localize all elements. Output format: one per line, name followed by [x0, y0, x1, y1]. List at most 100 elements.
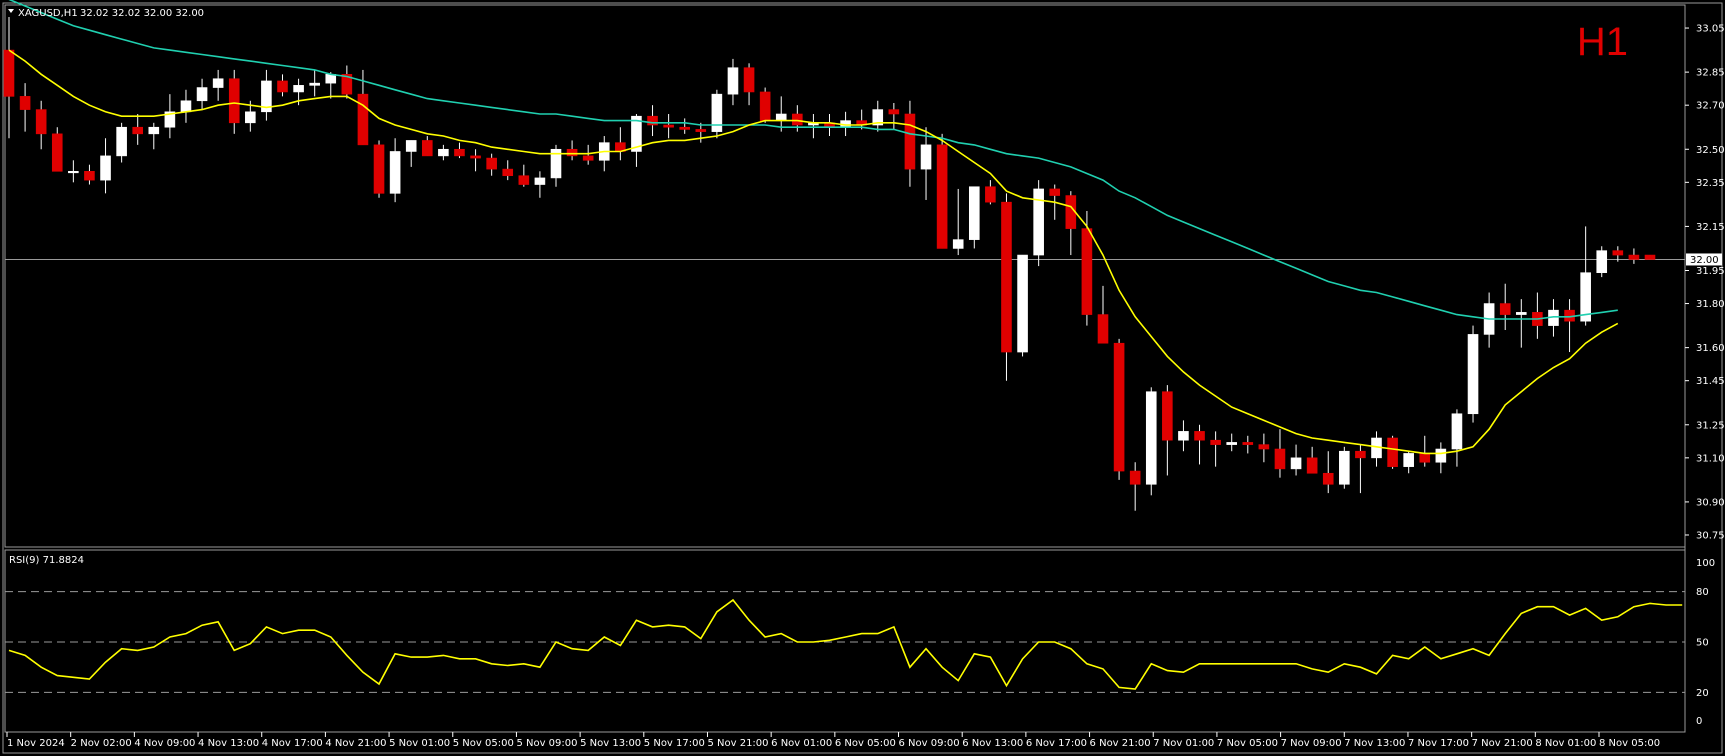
time-tick-label: 7 Nov 09:00 — [1281, 738, 1342, 749]
candle-bull — [727, 67, 739, 95]
candle-bull — [68, 171, 79, 174]
price-tick-label: 31.45 — [1696, 376, 1725, 387]
rsi-tick-label: 50 — [1696, 638, 1709, 649]
candle-bull — [968, 186, 980, 240]
candle-bull — [1290, 457, 1302, 470]
price-axis: 33.05 32.85 32.70 32.50 32.35 32.15 31.95 31.80… — [1685, 24, 1725, 541]
candle-bull — [711, 93, 723, 132]
candle-bear — [518, 175, 530, 185]
rsi-tick-label: 0 — [1696, 716, 1702, 727]
symbol-label: XAGUSD,H1 — [18, 8, 78, 19]
rsi-plot — [5, 591, 1685, 693]
price-tick-label: 33.05 — [1696, 24, 1725, 35]
time-tick-label: 7 Nov 01:00 — [1153, 738, 1214, 749]
candle-bear — [1210, 439, 1221, 445]
timeframe-label: H1 — [1577, 20, 1628, 64]
candle-bear — [1049, 188, 1061, 196]
candle-bear — [1001, 201, 1012, 353]
rsi-line — [8, 598, 1683, 690]
candle-bear — [454, 148, 465, 157]
candle-bear — [888, 109, 900, 115]
candle-bear — [470, 155, 481, 159]
candle-bull — [631, 115, 642, 152]
candle-bull — [405, 140, 417, 152]
candle-bear — [84, 171, 95, 181]
candle-bear — [1274, 448, 1286, 470]
candle-bear — [1306, 457, 1318, 474]
time-tick-label: 4 Nov 13:00 — [198, 738, 259, 749]
price-tick-label: 32.70 — [1696, 101, 1725, 112]
candle-bear — [277, 80, 288, 93]
time-tick-label: 7 Nov 21:00 — [1472, 738, 1533, 749]
chart-menu-triangle-icon[interactable] — [8, 9, 14, 13]
candle-bear — [582, 155, 594, 161]
candle-bear — [1129, 470, 1141, 485]
candle-bull — [164, 111, 176, 128]
candle-bull — [1145, 391, 1157, 485]
candle-bear — [1387, 437, 1398, 467]
candle-bear — [1628, 254, 1640, 260]
candle-bear — [132, 126, 144, 135]
candle-bull — [1467, 334, 1479, 415]
candle-bull — [1226, 442, 1238, 445]
candle-bull — [196, 87, 208, 102]
price-plot — [3, 0, 1685, 511]
candle-bear — [1322, 472, 1334, 485]
candle-bear — [3, 49, 15, 97]
candle-bear — [1194, 431, 1205, 441]
candle-bear — [373, 144, 385, 194]
time-tick-label: 6 Nov 17:00 — [1026, 738, 1087, 749]
time-tick-label: 6 Nov 13:00 — [962, 738, 1023, 749]
candle-bear — [663, 124, 674, 128]
time-tick-label: 2 Nov 02:00 — [71, 738, 132, 749]
candle-bear — [1499, 303, 1511, 315]
time-tick-label: 7 Nov 05:00 — [1217, 738, 1278, 749]
candle-bull — [293, 85, 304, 93]
time-tick-label: 5 Nov 09:00 — [516, 738, 577, 749]
candle-bear — [936, 144, 948, 249]
time-tick-label: 8 Nov 05:00 — [1599, 738, 1660, 749]
candle-bear — [51, 133, 63, 172]
time-tick-label: 6 Nov 09:00 — [899, 738, 960, 749]
candle-bull — [1451, 413, 1463, 450]
ma-slow-line — [8, 0, 1618, 320]
price-tick-label: 32.15 — [1696, 222, 1725, 233]
time-tick-label: 5 Nov 17:00 — [644, 738, 705, 749]
price-tick-label: 31.80 — [1696, 299, 1725, 310]
time-tick-label: 4 Nov 09:00 — [134, 738, 195, 749]
price-tick-label: 30.90 — [1696, 497, 1725, 508]
candle-bull — [1339, 450, 1350, 485]
price-tick-label: 32.50 — [1696, 145, 1725, 156]
candle-bull — [1033, 188, 1044, 256]
candle-bull — [438, 148, 449, 157]
price-tick-label: 32.85 — [1696, 68, 1725, 79]
rsi-tick-label: 80 — [1696, 587, 1709, 598]
candle-bull — [261, 80, 272, 113]
candle-bear — [743, 67, 755, 93]
price-tick-label: 31.25 — [1696, 420, 1725, 431]
candle-bear — [1419, 453, 1431, 463]
current-price-label: 32.00 — [1690, 255, 1719, 266]
candle-bear — [357, 93, 369, 146]
price-tick-label: 31.10 — [1696, 453, 1725, 464]
candle-bull — [952, 239, 964, 249]
time-tick-label: 6 Nov 21:00 — [1090, 738, 1151, 749]
candle-bear — [421, 140, 433, 157]
candle-bull — [534, 177, 546, 185]
candle-bear — [679, 126, 691, 130]
candle-bull — [1515, 312, 1527, 315]
candle-bull — [212, 78, 224, 88]
rsi-indicator-label: RSI(9) 71.8824 — [9, 555, 84, 566]
candle-bull — [872, 109, 884, 126]
candle-bull — [309, 82, 320, 86]
price-tick-label: 32.35 — [1696, 178, 1725, 189]
candle-bull — [100, 155, 111, 181]
time-tick-label: 5 Nov 21:00 — [707, 738, 768, 749]
candle-bear — [647, 115, 658, 126]
rsi-tick-label: 100 — [1696, 558, 1715, 569]
time-tick-label: 6 Nov 01:00 — [771, 738, 832, 749]
candle-bull — [1403, 453, 1414, 467]
candle-bear — [566, 148, 578, 157]
candle-bear — [228, 78, 240, 124]
candle-bull — [775, 113, 787, 121]
